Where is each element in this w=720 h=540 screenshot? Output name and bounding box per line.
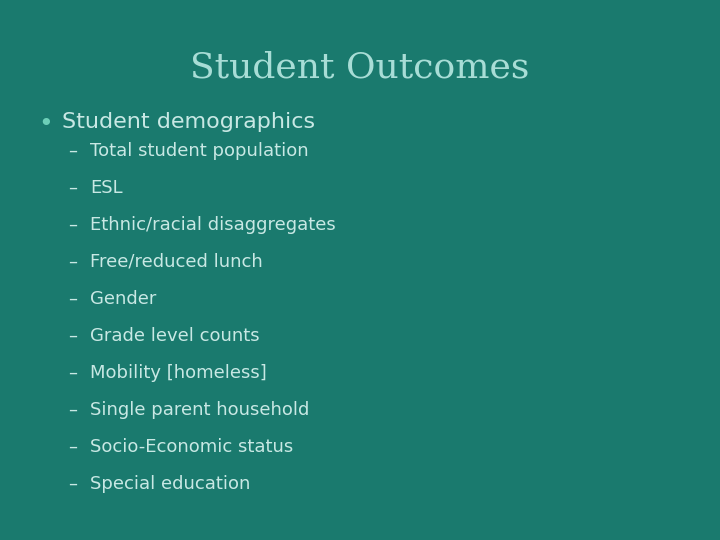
Text: –: – [68, 475, 77, 493]
Text: ESL: ESL [90, 179, 122, 197]
Text: Total student population: Total student population [90, 142, 309, 160]
Text: Socio-Economic status: Socio-Economic status [90, 438, 293, 456]
Text: –: – [68, 142, 77, 160]
Text: –: – [68, 438, 77, 456]
Text: –: – [68, 253, 77, 271]
Text: Student Outcomes: Student Outcomes [190, 50, 530, 84]
Text: Student demographics: Student demographics [62, 112, 315, 132]
Text: –: – [68, 290, 77, 308]
Text: –: – [68, 327, 77, 345]
Text: Mobility [homeless]: Mobility [homeless] [90, 364, 266, 382]
Text: Ethnic/racial disaggregates: Ethnic/racial disaggregates [90, 216, 336, 234]
Text: –: – [68, 401, 77, 419]
Text: Single parent household: Single parent household [90, 401, 310, 419]
Text: Special education: Special education [90, 475, 251, 493]
Text: •: • [38, 112, 53, 136]
Text: –: – [68, 216, 77, 234]
Text: –: – [68, 364, 77, 382]
Text: –: – [68, 179, 77, 197]
Text: Grade level counts: Grade level counts [90, 327, 260, 345]
Text: Free/reduced lunch: Free/reduced lunch [90, 253, 263, 271]
Text: Gender: Gender [90, 290, 156, 308]
